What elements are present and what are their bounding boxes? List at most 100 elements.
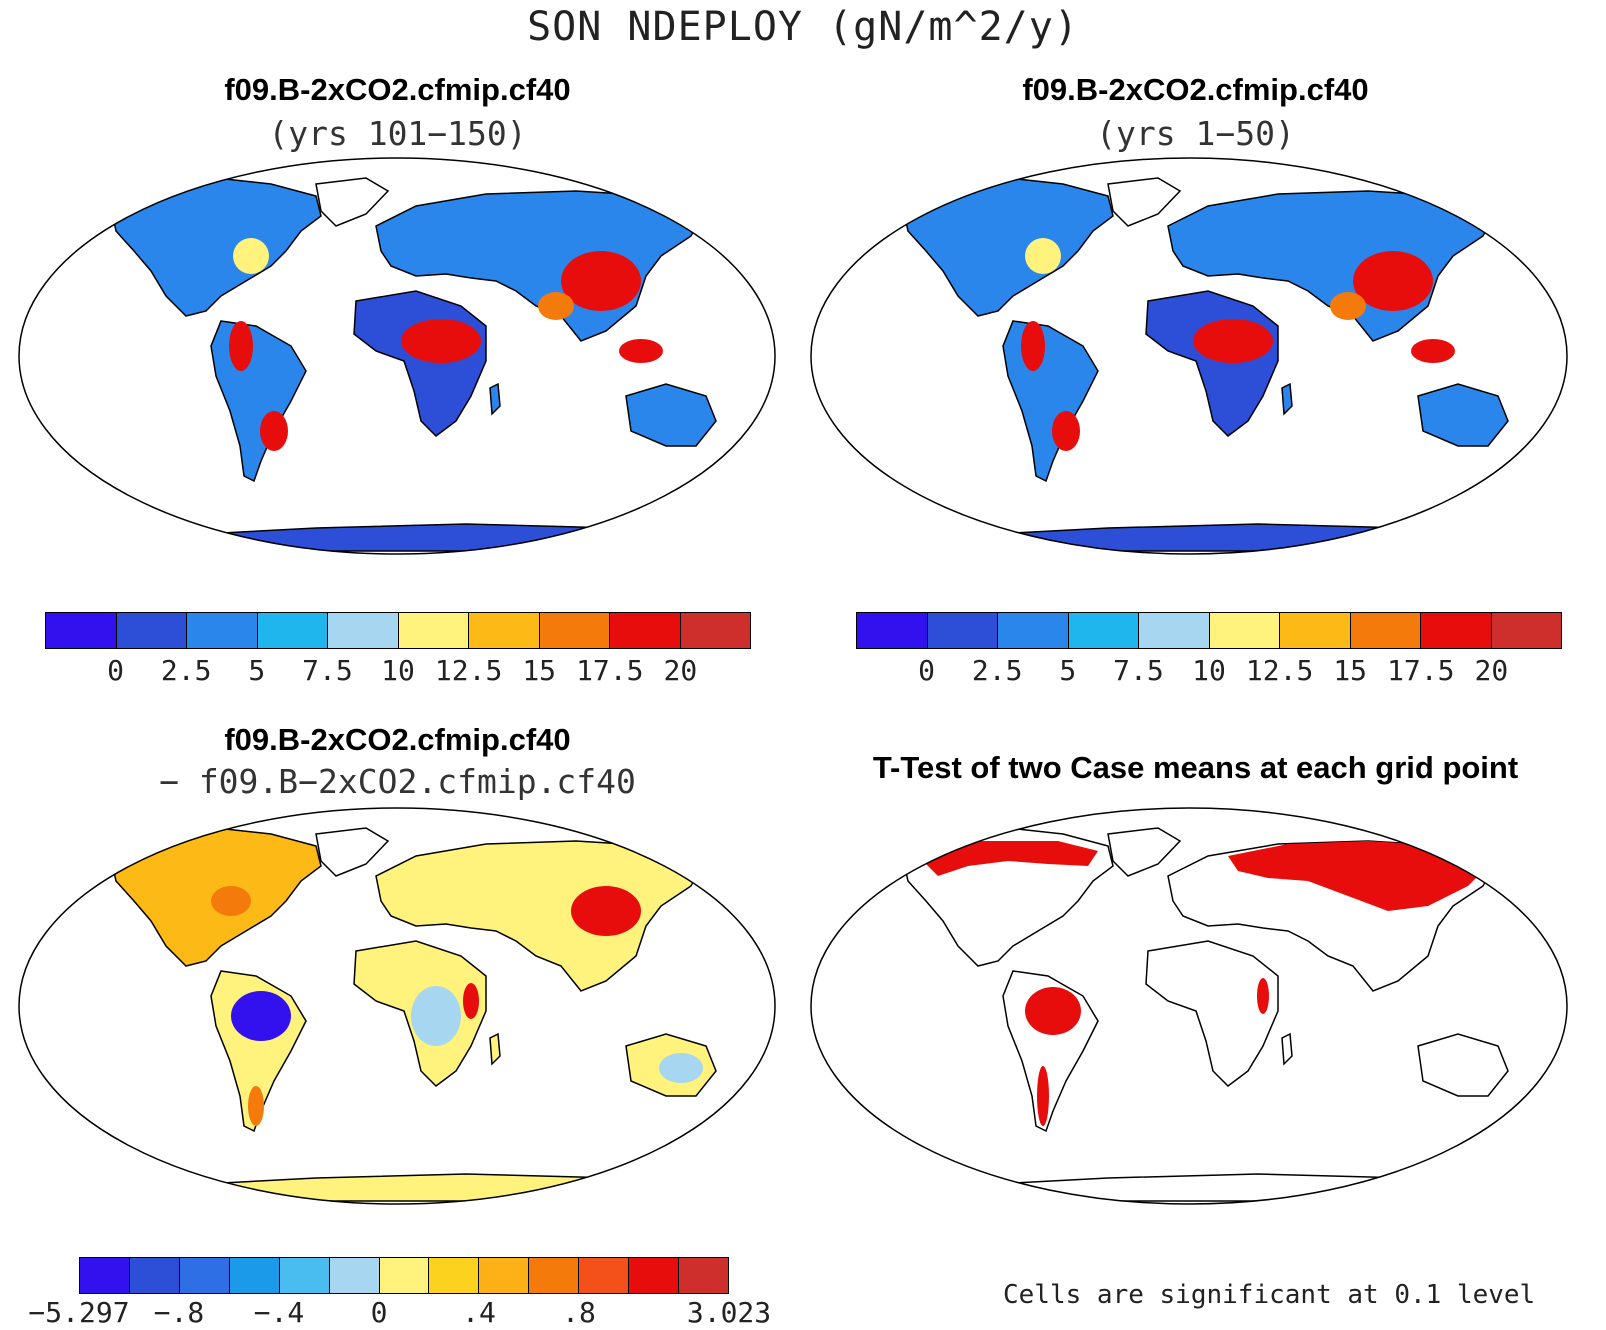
map-frame	[18, 807, 776, 1205]
colorbar-swatch	[229, 1258, 280, 1293]
landmass-namerica	[902, 177, 1114, 317]
landmass-greenland	[315, 177, 390, 227]
map-frame	[810, 807, 1568, 1205]
colorbar-tick-label: 10	[1192, 654, 1226, 687]
landmass-africa	[1145, 290, 1279, 437]
colorbar-difference	[79, 1257, 729, 1294]
colorbar-tick-label: −.4	[253, 1296, 305, 1329]
panel3-title: f09.B-2xCO2.cfmip.cf40	[224, 722, 571, 757]
colorbar-swatch	[116, 613, 187, 648]
hotspot-amazon-west	[1021, 321, 1045, 371]
landmass-antarctica	[946, 523, 1430, 552]
colorbar-tick-label: 12.5	[434, 654, 503, 687]
colorbar-swatch	[479, 1258, 530, 1293]
colorbar-difference-labels: −5.297 −.8 −.4 0 .4 .8 3.023	[28, 1296, 771, 1330]
colorbar-swatch	[279, 1258, 330, 1293]
hotspot-east-us	[233, 238, 269, 274]
colorbar-swatch	[398, 613, 469, 648]
colorbar-swatch	[1139, 613, 1210, 648]
colorbar-swatch	[328, 613, 399, 648]
colorbar-swatch	[1421, 613, 1492, 648]
colorbar-swatch	[610, 613, 681, 648]
significant-amazon	[1025, 987, 1081, 1035]
colorbar-swatch	[329, 1258, 380, 1293]
colorbar-swatch	[927, 613, 998, 648]
colorbar-swatch	[1491, 613, 1561, 648]
colorbar-tick-label: 7.5	[1113, 654, 1164, 687]
landmass-samerica	[210, 320, 307, 483]
landmass-madagascar	[1281, 1032, 1293, 1066]
landmass-antarctica	[154, 1173, 638, 1202]
hotspot-la-plata	[1052, 411, 1080, 451]
landmass-madagascar	[489, 382, 501, 416]
hotspot-amazon-west	[229, 321, 253, 371]
increase-east-us	[211, 886, 251, 916]
colorbar-tick-label: −5.297	[28, 1296, 130, 1329]
decrease-amazon	[231, 991, 291, 1041]
panel2-subtitle: (yrs 1−50)	[1096, 114, 1295, 153]
hotspot-india	[1330, 292, 1366, 320]
colorbar-tick-label: 15	[1333, 654, 1368, 687]
hotspot-east-asia	[561, 251, 641, 311]
map-panel-case2	[810, 157, 1568, 555]
panel1-subtitle: (yrs 101−150)	[268, 114, 527, 153]
landmass-samerica	[1002, 320, 1099, 483]
colorbar-swatch	[680, 613, 750, 648]
significant-north-america	[918, 841, 1098, 876]
colorbar-swatch	[998, 613, 1069, 648]
colorbar-tick-label: .4	[462, 1296, 496, 1329]
colorbar-swatch	[1068, 613, 1139, 648]
colorbar-tick-label: 20	[1474, 654, 1509, 687]
hotspot-east-us	[1025, 238, 1061, 274]
landmass-namerica	[110, 177, 322, 317]
landmass-greenland	[1107, 177, 1182, 227]
colorbar-swatch	[379, 1258, 430, 1293]
landmass-africa	[1145, 940, 1279, 1087]
colorbar-tick-label: 5	[248, 654, 266, 687]
colorbar-swatch	[629, 1258, 680, 1293]
colorbar-tick-label: 3.023	[686, 1296, 772, 1329]
significant-east-africa	[1257, 978, 1269, 1014]
colorbar-tick-label: 0	[918, 654, 936, 687]
colorbar-tick-label: 2.5	[971, 654, 1023, 687]
landmass-antarctica	[946, 1173, 1430, 1202]
colorbar-swatch	[187, 613, 258, 648]
landmass-antarctica	[154, 523, 638, 552]
hotspot-se-asia	[1411, 339, 1455, 363]
colorbar-swatch	[129, 1258, 180, 1293]
colorbar-case2	[856, 612, 1562, 649]
hotspot-east-asia	[1353, 251, 1433, 311]
hotspot-la-plata	[260, 411, 288, 451]
colorbar-tick-label: 20	[663, 654, 698, 687]
map-frame	[18, 157, 776, 555]
colorbar-tick-label: .8	[562, 1296, 596, 1329]
landmass-madagascar	[489, 1032, 501, 1066]
colorbar-swatch	[539, 613, 610, 648]
colorbar-tick-label: 17.5	[576, 654, 644, 687]
landmass-madagascar	[1281, 382, 1293, 416]
map-panel-difference	[18, 807, 776, 1205]
colorbar-swatch	[679, 1258, 728, 1293]
map-panel-case1	[18, 157, 776, 555]
colorbar-swatch	[80, 1258, 130, 1293]
mixed-australia	[659, 1053, 703, 1083]
panel3-subtitle: − f09.B−2xCO2.cfmip.cf40	[159, 762, 636, 801]
colorbar-tick-label: 12.5	[1245, 654, 1314, 687]
colorbar-swatch	[1209, 613, 1280, 648]
landmass-greenland	[315, 827, 390, 877]
significant-andes	[1037, 1066, 1049, 1126]
significance-note: Cells are significant at 0.1 level	[1003, 1280, 1536, 1310]
landmass-australia	[1417, 383, 1509, 447]
colorbar-case1	[45, 612, 751, 649]
landmass-australia	[625, 383, 717, 447]
colorbar-swatch	[857, 613, 928, 648]
hotspot-se-asia	[619, 339, 663, 363]
figure-title: SON NDEPLOY (gN/m^2/y)	[527, 4, 1079, 50]
panel2-title: f09.B-2xCO2.cfmip.cf40	[1022, 72, 1369, 107]
significant-eurasia	[1228, 841, 1493, 911]
landmass-africa	[353, 290, 487, 437]
panel1-title: f09.B-2xCO2.cfmip.cf40	[224, 72, 571, 107]
colorbar-tick-label: 0	[107, 654, 125, 687]
increase-east-africa	[463, 983, 479, 1019]
hotspot-central-africa	[1193, 319, 1273, 363]
